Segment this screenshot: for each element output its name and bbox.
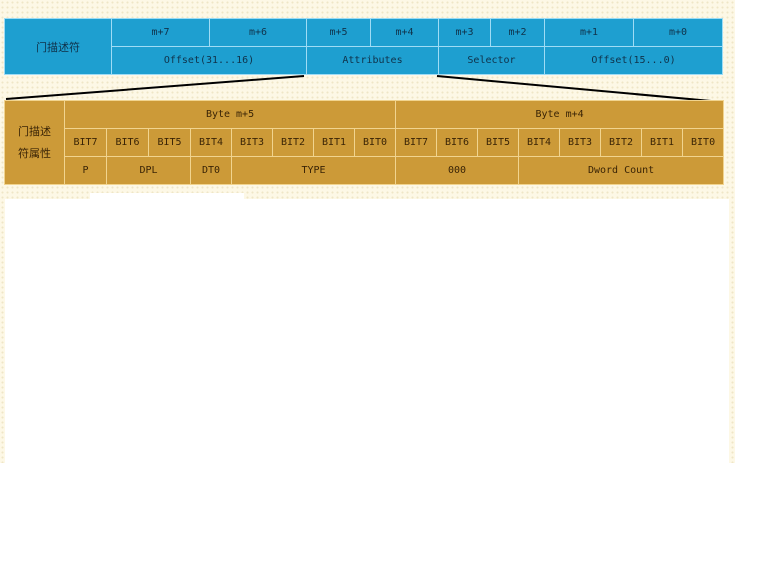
bit-cell: BIT6 (106, 128, 149, 157)
attributes-label: 门描述 符属性 (4, 100, 65, 185)
field-attributes: Attributes (306, 46, 439, 75)
bit-cell: BIT5 (477, 128, 520, 157)
bit-cell: BIT4 (518, 128, 561, 157)
field-offset-low: Offset(15...0) (544, 46, 723, 75)
bit-cell: BIT5 (148, 128, 191, 157)
gate-attributes-table: 门描述 符属性 Byte m+5 Byte m+4 BIT7 BIT6 BIT5… (4, 100, 725, 185)
bit-cell: BIT2 (272, 128, 314, 157)
bit-cell: BIT2 (600, 128, 643, 157)
bit-cell: BIT7 (64, 128, 107, 157)
gate-descriptor-label: 门描述符 (4, 18, 112, 75)
attributes-label-line1: 门描述 (18, 124, 51, 138)
byte-m7: m+7 (111, 18, 210, 47)
bit-cell: BIT6 (436, 128, 479, 157)
field-dpl: DPL (106, 156, 191, 185)
byte-m2: m+2 (490, 18, 545, 47)
byte-m4-header: Byte m+4 (395, 100, 725, 129)
field-p: P (64, 156, 107, 185)
blank-area (5, 199, 729, 463)
field-offset-high: Offset(31...16) (111, 46, 307, 75)
bit-cell: BIT3 (231, 128, 273, 157)
attributes-label-line2: 符属性 (18, 146, 51, 160)
connector-line-right (436, 75, 723, 103)
bit-cell: BIT7 (395, 128, 438, 157)
field-selector: Selector (438, 46, 545, 75)
byte-m6: m+6 (209, 18, 307, 47)
connector-line-left (5, 75, 305, 100)
field-reserved: 000 (395, 156, 520, 185)
gate-descriptor-table: 门描述符 m+7 m+6 m+5 m+4 m+3 m+2 m+1 m+0 Off… (4, 18, 723, 75)
byte-m5-header: Byte m+5 (63, 100, 397, 129)
field-dword-count: Dword Count (518, 156, 725, 185)
byte-m0: m+0 (633, 18, 723, 47)
bit-cell: BIT1 (641, 128, 684, 157)
byte-m4: m+4 (370, 18, 439, 47)
field-dt0: DT0 (190, 156, 232, 185)
blank-area-notch (90, 193, 244, 201)
bit-cell: BIT0 (682, 128, 725, 157)
bit-cell: BIT3 (559, 128, 602, 157)
bit-cell: BIT4 (190, 128, 232, 157)
bit-cell: BIT1 (313, 128, 355, 157)
byte-m5: m+5 (306, 18, 371, 47)
bit-cell: BIT0 (353, 128, 397, 157)
field-type: TYPE (230, 156, 397, 185)
